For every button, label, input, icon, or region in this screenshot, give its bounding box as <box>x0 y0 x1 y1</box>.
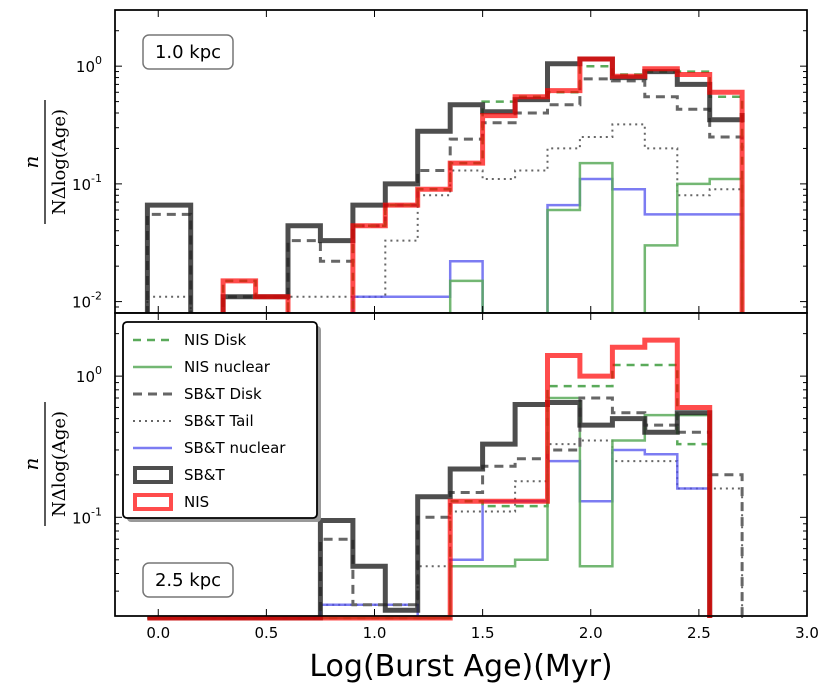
bottom-y-axis-label: n NΔlog(Age) <box>19 402 70 526</box>
top-y-tick-label: 100 <box>76 54 102 76</box>
legend: NIS Disk NIS nuclear SB&T Disk SB&T Tail SB&… <box>122 321 321 522</box>
bottom-panel-label-box: 2.5 kpc <box>142 562 234 598</box>
legend-label-sbt-disk: SB&T Disk <box>184 385 262 403</box>
legend-label-nis: NIS <box>184 493 209 511</box>
x-tick-label: 3.0 <box>795 624 819 642</box>
bottom-panel-label: 2.5 kpc <box>155 570 221 591</box>
legend-label-sbt: SB&T <box>184 466 226 484</box>
bottom-panel-series <box>147 337 744 621</box>
x-axis-tick-labels: 0.0 0.5 1.0 1.5 2.0 2.5 3.0 <box>146 624 819 642</box>
top-y-label-numerator: n <box>19 156 43 169</box>
top-series-nis <box>147 56 745 318</box>
bottom-y-label-numerator: n <box>19 458 43 471</box>
bottom-y-tick-label: 10-1 <box>72 505 102 527</box>
top-panel-label: 1.0 kpc <box>155 42 221 63</box>
x-tick-label: 2.0 <box>579 624 603 642</box>
x-tick-label: 1.0 <box>363 624 387 642</box>
x-axis-label: Log(Burst Age)(Myr) <box>309 649 612 684</box>
legend-swatch-nis <box>133 493 173 511</box>
bottom-y-label-denominator: NΔlog(Age) <box>49 411 70 517</box>
top-series-sbt-disk <box>145 77 744 317</box>
legend-entries: NIS Disk NIS nuclear SB&T Disk SB&T Tail SB&… <box>133 331 286 511</box>
top-y-label-denominator: NΔlog(Age) <box>49 109 70 215</box>
top-y-tick-label: 10-2 <box>72 290 102 312</box>
top-panel: 10-2 10-1 100 1.0 kpc <box>72 9 808 318</box>
bottom-series-nis <box>147 337 713 621</box>
x-tick-label: 1.5 <box>471 624 495 642</box>
legend-label-nis-nuclear: NIS nuclear <box>184 358 271 376</box>
x-tick-label: 2.5 <box>687 624 711 642</box>
legend-swatch-sbt <box>133 466 173 484</box>
bottom-panel-x-ticks <box>157 313 808 616</box>
legend-label-sbt-nuclear: SB&T nuclear <box>184 439 286 457</box>
top-panel-label-box: 1.0 kpc <box>142 34 234 70</box>
bottom-y-tick-label: 100 <box>76 364 102 386</box>
legend-label-sbt-tail: SB&T Tail <box>184 412 254 430</box>
top-series-sbt-tail <box>146 123 743 316</box>
top-y-tick-label: 10-1 <box>72 172 102 194</box>
legend-label-nis-disk: NIS Disk <box>184 331 246 349</box>
x-tick-label: 0.5 <box>254 624 278 642</box>
x-tick-label: 0.0 <box>146 624 170 642</box>
bottom-panel-y-axis: 10-1 100 <box>72 333 807 617</box>
top-y-axis-label: n NΔlog(Age) <box>19 100 70 224</box>
